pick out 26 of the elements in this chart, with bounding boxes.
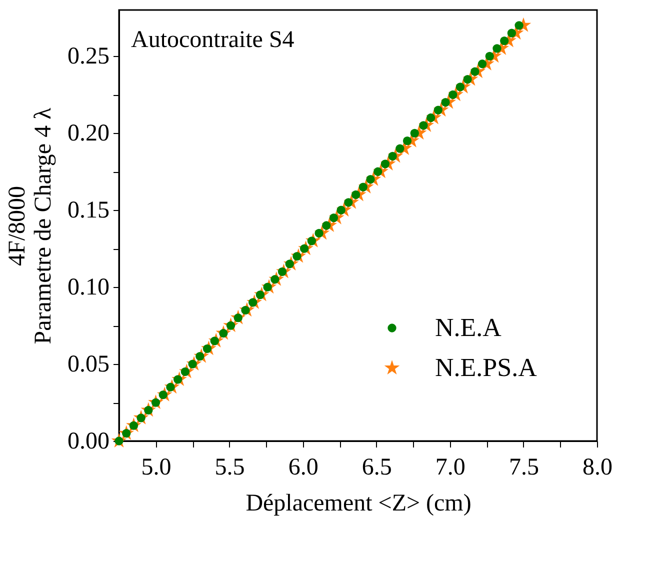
y-tick-label: 0.20 (68, 120, 110, 147)
y-tick-label: 0.00 (68, 428, 110, 454)
point (410, 128, 419, 138)
point (396, 144, 404, 153)
point (500, 36, 509, 46)
x-tick-label: 7.0 (435, 454, 466, 480)
y-tick-label: 0.25 (68, 44, 110, 70)
x-tick-label: 6.0 (288, 454, 318, 480)
x-tick-label: 5.5 (214, 454, 245, 480)
legend-label: N.E.PS.A (435, 353, 538, 382)
x-tick-label: 6.5 (362, 454, 392, 480)
y-tick-label: 0.15 (68, 198, 110, 224)
x-tick-label: 7.5 (508, 454, 539, 480)
y-tick-label: 0.10 (68, 274, 110, 301)
legend-label: N.E.A (435, 313, 502, 342)
point (478, 60, 487, 68)
y-tick-label: 0.05 (68, 352, 110, 378)
annotation: Autocontraite S4 (131, 27, 294, 53)
x-tick-label: 5.0 (141, 454, 172, 480)
x-tick-label: 8.0 (582, 454, 612, 480)
y-axis-title: 4F/8000 Parametre de Charge 4 λ (4, 107, 56, 344)
point (402, 136, 412, 146)
point (485, 52, 494, 60)
point (492, 44, 502, 53)
x-axis-title: Déplacement <Z> (cm) (246, 490, 472, 516)
point (507, 28, 516, 38)
